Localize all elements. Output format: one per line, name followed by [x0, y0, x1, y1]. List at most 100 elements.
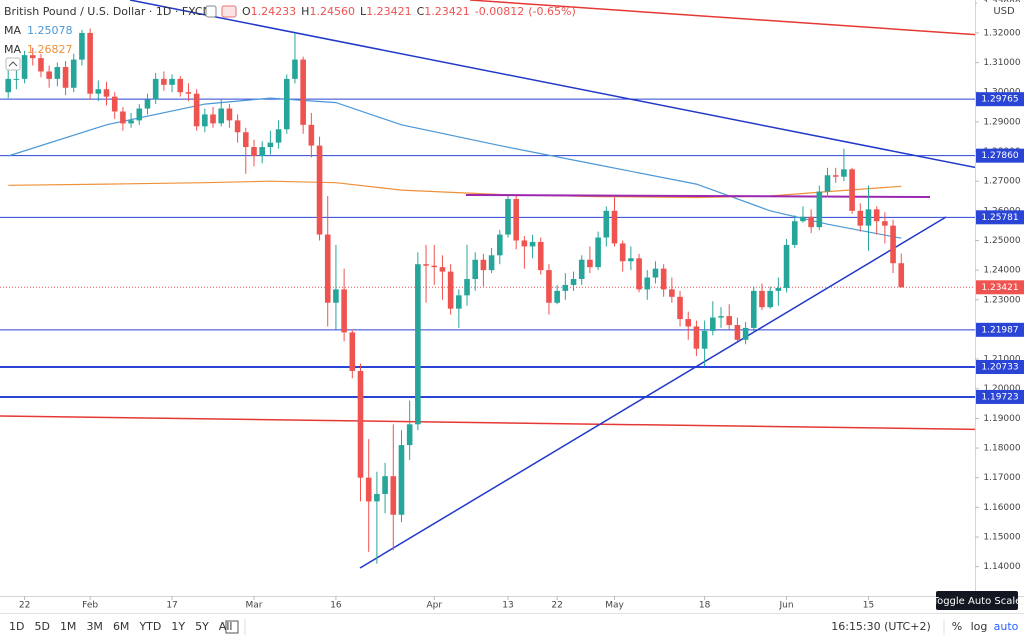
level-label: 1.19723 — [981, 392, 1018, 402]
candle-body — [341, 289, 347, 333]
change: -0.00812 — [475, 5, 524, 18]
y-tick-label: 1.32000 — [983, 28, 1020, 38]
candle-body — [546, 270, 552, 303]
ma-value: 1.25078 — [27, 24, 73, 37]
candle-body — [152, 78, 159, 100]
scale-button[interactable]: log — [971, 620, 988, 633]
candle-body — [324, 234, 331, 303]
candle-body — [120, 111, 126, 124]
candle-body — [398, 445, 405, 515]
scale-button[interactable]: % — [952, 620, 962, 633]
trend-line — [469, 0, 975, 36]
timeframe-button[interactable]: 3M — [86, 620, 103, 633]
candle-body — [529, 241, 536, 247]
timeframe-button[interactable]: 1Y — [171, 620, 185, 633]
timeframe-button[interactable]: YTD — [138, 620, 161, 633]
candle-body — [505, 198, 511, 235]
candle-body — [21, 55, 28, 79]
ma-line — [8, 180, 902, 199]
candle-body — [169, 78, 175, 85]
candle-body — [365, 477, 372, 502]
icon[interactable] — [221, 5, 237, 18]
candle-body — [464, 279, 470, 296]
candle-body — [849, 169, 855, 211]
x-tick-label: 15 — [863, 601, 874, 611]
candle-body — [783, 244, 790, 288]
candle-body — [628, 258, 634, 262]
timeframe-button[interactable]: 5Y — [195, 620, 209, 633]
candle-body — [128, 120, 134, 124]
candle-body — [824, 175, 831, 192]
candle-body — [259, 147, 265, 156]
x-tick-label: 13 — [502, 601, 513, 611]
timeframe-button[interactable]: 1M — [60, 620, 77, 633]
candle-body — [210, 114, 216, 124]
candle-body — [177, 78, 184, 93]
candle-body — [431, 265, 438, 268]
ohlc-value: 1.24560 — [309, 5, 355, 18]
candle-body — [218, 108, 225, 124]
candle-body — [480, 259, 487, 271]
level-label-box — [976, 389, 1024, 404]
timeframe-button[interactable]: 1D — [9, 620, 24, 633]
timeframe-button[interactable]: All — [219, 620, 233, 633]
candle-body — [570, 279, 577, 285]
tooltip: Toggle Auto Scale — [932, 596, 1022, 607]
candle-body — [488, 255, 495, 271]
candle-body — [349, 332, 356, 371]
candle-body — [669, 289, 675, 297]
candle-body — [652, 268, 659, 278]
x-tick-label: Feb — [82, 601, 98, 611]
candle-body — [496, 234, 503, 256]
y-tick-label: 1.18000 — [983, 444, 1020, 454]
level-label-box — [976, 210, 1024, 225]
last-price-box — [976, 280, 1024, 295]
ohlc-prefix: H — [301, 5, 309, 18]
change-percent: (-0.65%) — [528, 5, 576, 18]
level-label: 1.20733 — [981, 362, 1018, 372]
candle-body — [734, 324, 741, 340]
candle-body — [472, 259, 479, 280]
candle-body — [898, 263, 905, 288]
level-label-box — [976, 359, 1024, 374]
candle-body — [619, 243, 626, 262]
candle-body — [775, 287, 782, 291]
x-tick-label: Jun — [779, 601, 794, 611]
candle-body — [759, 290, 765, 308]
icon[interactable] — [205, 5, 217, 18]
ma-value: 1.26827 — [27, 43, 73, 56]
ohlc-prefix: C — [417, 5, 425, 18]
candle-body — [693, 326, 700, 349]
collapse-button[interactable] — [5, 57, 21, 71]
candle-body — [161, 78, 167, 85]
legend: British Pound / U.S. Dollar · 1D · FXCM … — [4, 5, 576, 71]
candle-body — [415, 264, 421, 425]
trend-line — [129, 0, 975, 169]
date-range-icon[interactable] — [225, 620, 239, 634]
y-tick-label: 1.16000 — [983, 503, 1020, 513]
x-tick-label: 18 — [699, 601, 711, 611]
last-price-label: 1.23421 — [981, 283, 1018, 293]
candle-body — [406, 424, 413, 446]
level-label-box — [976, 148, 1024, 163]
candle-body — [242, 132, 249, 148]
candle-body — [865, 209, 872, 226]
timeframe-button[interactable]: 6M — [113, 620, 130, 633]
scale-button[interactable]: auto — [994, 620, 1019, 633]
timeframe-button[interactable]: 5D — [34, 620, 49, 633]
moving-averages — [8, 97, 902, 239]
y-tick-label: 1.25000 — [983, 236, 1020, 246]
candle-body — [29, 55, 36, 59]
candle-body — [79, 32, 85, 60]
candle-body — [890, 225, 896, 264]
candle-body — [554, 290, 560, 303]
candle-body — [791, 221, 798, 245]
x-tick-label: May — [605, 601, 624, 611]
trend-line — [359, 216, 947, 569]
candle-body — [193, 93, 200, 127]
ma-name: MA — [4, 43, 21, 56]
candle-body — [742, 327, 749, 340]
y-tick-label: 1.31000 — [983, 58, 1020, 68]
y-tick-label: 1.27000 — [983, 177, 1020, 187]
